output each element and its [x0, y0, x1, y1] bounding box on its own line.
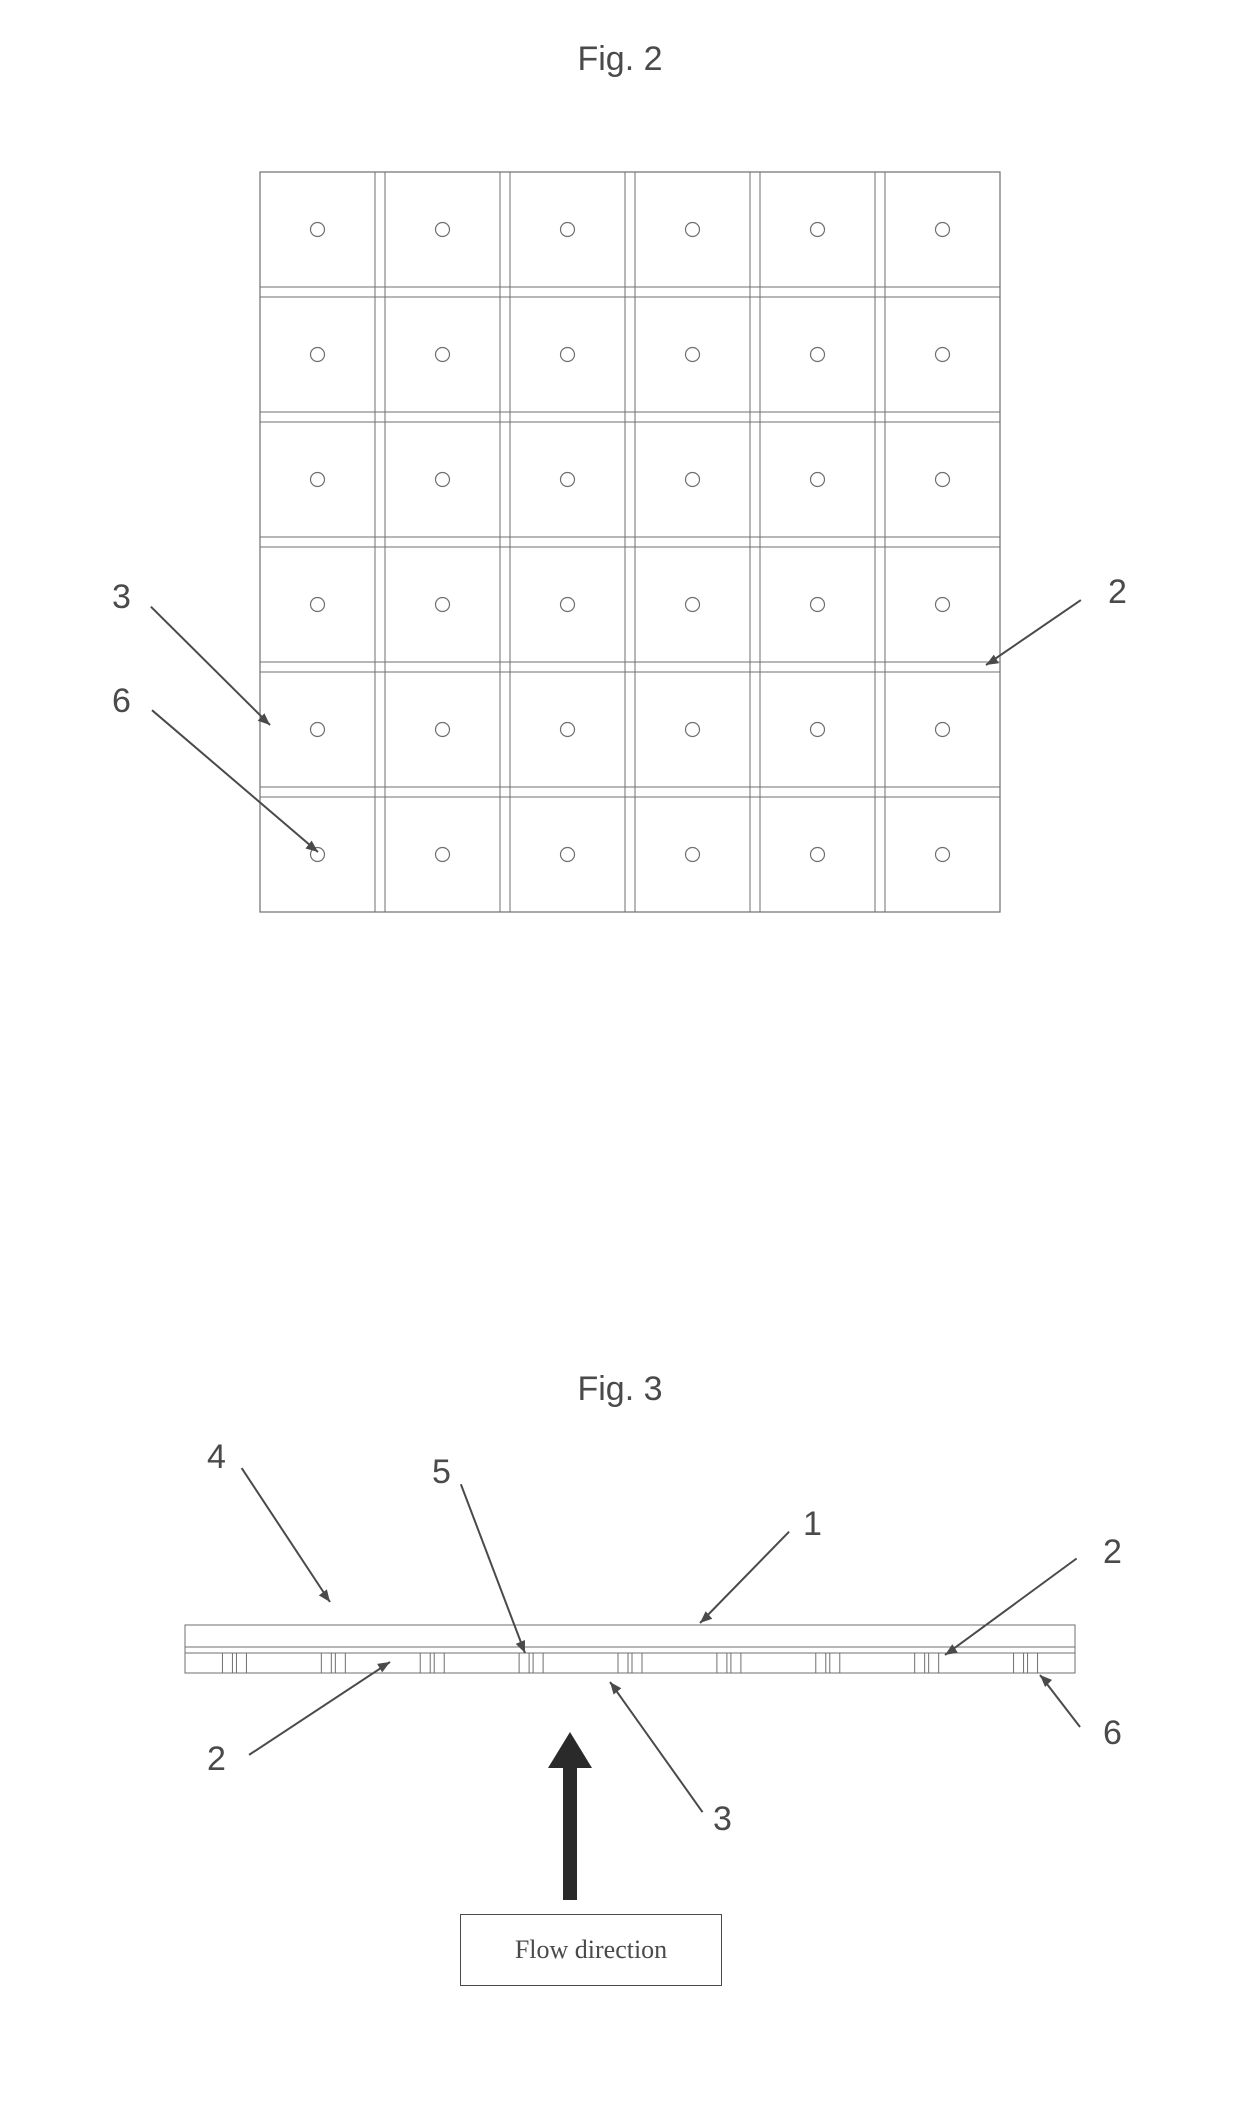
- fig3-label-2a: 2: [1103, 1533, 1122, 1572]
- flow-direction-box: Flow direction: [460, 1914, 722, 1986]
- page: Fig. 2 3 6 2 Fig. 3 4 5 1 2 2 3 6 Flow d…: [0, 0, 1240, 2108]
- flow-direction-text: Flow direction: [515, 1935, 667, 1965]
- fig3-label-4: 4: [207, 1438, 226, 1477]
- fig3-label-6: 6: [1103, 1714, 1122, 1753]
- fig3-label-1: 1: [803, 1505, 822, 1544]
- fig3-label-3: 3: [713, 1800, 732, 1839]
- fig3-label-5: 5: [432, 1453, 451, 1492]
- fig3-label-2b: 2: [207, 1740, 226, 1779]
- fig3-section: [0, 0, 1240, 2108]
